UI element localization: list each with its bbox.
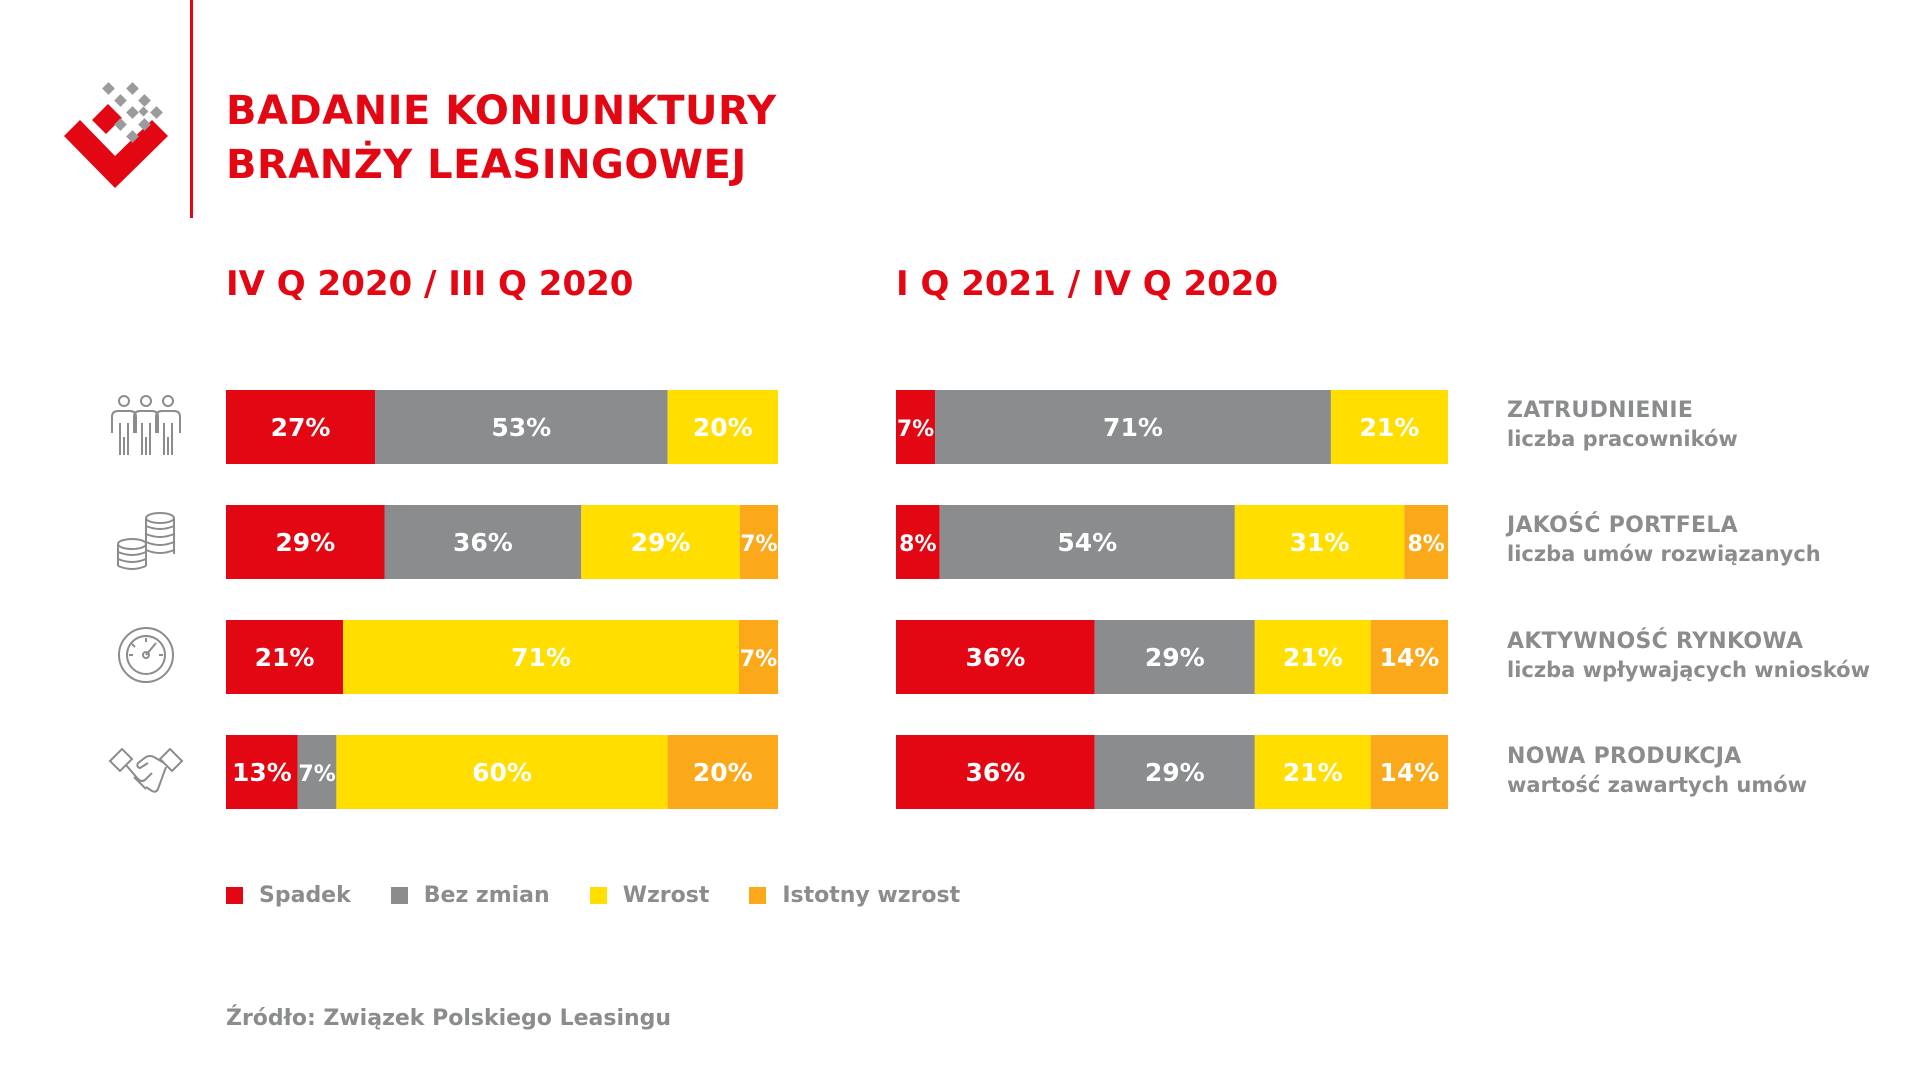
bar-value-label: 20% (693, 758, 753, 787)
legend-item-wzrost: Wzrost (589, 883, 710, 908)
legend-item-istotny-wzrost: Istotny wzrost (749, 883, 960, 908)
bar-value-label: 8% (1407, 532, 1444, 557)
category-aktywnosc-rynkowa: AKTYWNOŚĆ RYNKOWA liczba wpływających wn… (1507, 629, 1870, 682)
bar-value-label: 71% (511, 643, 571, 672)
bar-segment (226, 620, 344, 694)
bar-segment (297, 735, 337, 809)
bar-value-label: 27% (271, 413, 331, 442)
chart-title-left: IV Q 2020 / III Q 2020 (226, 264, 634, 304)
legend-swatch (390, 887, 408, 904)
legend-label: Spadek (259, 883, 351, 908)
bar-value-label: 71% (1103, 413, 1163, 442)
bar-segment (896, 390, 936, 464)
category-subtitle: liczba umów rozwiązanych (1507, 542, 1821, 566)
bar-segment (1330, 390, 1448, 464)
bar-segment (667, 735, 778, 809)
bar-value-label: 21% (1283, 758, 1343, 787)
category-jakosc-portfela: JAKOŚĆ PORTFELA liczba umów rozwiązanych (1507, 513, 1821, 566)
bar-value-label: 29% (1145, 758, 1205, 787)
legend-swatch (226, 887, 243, 904)
people-icon (111, 395, 181, 455)
page-title-line-2: BRANŻY LEASINGOWEJ (226, 142, 747, 188)
bar-segment (896, 505, 940, 579)
bar-value-label: 8% (899, 532, 936, 557)
bar-segment (336, 735, 668, 809)
category-title: NOWA PRODUKCJA (1507, 744, 1742, 769)
bar-segment (1254, 620, 1371, 694)
legend-swatch (589, 887, 607, 904)
bar-value-label: 13% (232, 758, 292, 787)
coins-icon (117, 512, 175, 570)
bar-segment (343, 620, 739, 694)
bar-segment (581, 505, 740, 579)
bar-value-label: 36% (965, 643, 1025, 672)
bar-segment (935, 390, 1331, 464)
bar-segment (226, 505, 385, 579)
page-title-line-1: BADANIE KONIUNKTURY (226, 88, 777, 134)
bar-value-label: 14% (1379, 758, 1439, 787)
bar-segment (939, 505, 1235, 579)
bar-segment (896, 735, 1095, 809)
legend-item-spadek: Spadek (226, 883, 351, 908)
bar-segment (384, 505, 582, 579)
bar-value-label: 31% (1290, 528, 1350, 557)
bar-segment (738, 620, 778, 694)
legend-label: Bez zmian (423, 883, 550, 908)
bar-value-label: 29% (275, 528, 335, 557)
bar-segment (1404, 505, 1448, 579)
category-zatrudnienie: ZATRUDNIENIE liczba pracowników (1507, 398, 1738, 451)
bar-segment (375, 390, 668, 464)
bar-value-label: 53% (491, 413, 551, 442)
bar-segment (1370, 620, 1448, 694)
bar-segment (226, 735, 298, 809)
legend-label: Istotny wzrost (782, 883, 961, 908)
bar-value-label: 60% (472, 758, 532, 787)
bar-value-label: 7% (298, 762, 335, 787)
bar-value-label: 14% (1379, 643, 1439, 672)
bar-segment (226, 390, 376, 464)
handshake-icon (108, 747, 184, 793)
legend: Spadek Bez zmian Wzrost Istotny wzrost (226, 883, 1000, 908)
bar-segment (1370, 735, 1448, 809)
legend-swatch (749, 887, 767, 904)
bar-segment (1234, 505, 1405, 579)
bar-segment (1254, 735, 1371, 809)
bar-value-label: 20% (693, 413, 753, 442)
bar-segment (739, 505, 778, 579)
bar-value-label: 7% (897, 417, 934, 442)
category-title: ZATRUDNIENIE (1507, 398, 1694, 423)
category-subtitle: liczba wpływających wniosków (1507, 658, 1870, 682)
bar-value-label: 54% (1057, 528, 1117, 557)
source-note: Źródło: Związek Polskiego Leasingu (226, 1006, 672, 1031)
category-nowa-produkcja: NOWA PRODUKCJA wartość zawartych umów (1507, 744, 1807, 797)
category-title: AKTYWNOŚĆ RYNKOWA (1507, 629, 1804, 654)
bar-value-label: 21% (1283, 643, 1343, 672)
zpl-logo (64, 82, 168, 188)
bar-value-label: 7% (740, 532, 777, 557)
bar-segment (1094, 735, 1255, 809)
gauge-icon (118, 627, 174, 683)
bar-value-label: 36% (965, 758, 1025, 787)
header-divider (190, 0, 193, 218)
bar-value-label: 21% (1360, 413, 1420, 442)
bar-value-label: 29% (1145, 643, 1205, 672)
bar-segment (1094, 620, 1255, 694)
bar-value-label: 21% (255, 643, 315, 672)
category-subtitle: liczba pracowników (1507, 427, 1738, 451)
bar-segment (667, 390, 778, 464)
category-subtitle: wartość zawartych umów (1507, 773, 1808, 797)
bar-value-label: 29% (631, 528, 691, 557)
category-title: JAKOŚĆ PORTFELA (1507, 513, 1739, 538)
bar-value-label: 36% (453, 528, 513, 557)
bar-segment (896, 620, 1095, 694)
chart-title-right: I Q 2021 / IV Q 2020 (896, 264, 1279, 304)
legend-label: Wzrost (622, 883, 710, 908)
legend-item-bez-zmian: Bez zmian (390, 883, 550, 908)
bar-value-label: 7% (740, 647, 777, 672)
